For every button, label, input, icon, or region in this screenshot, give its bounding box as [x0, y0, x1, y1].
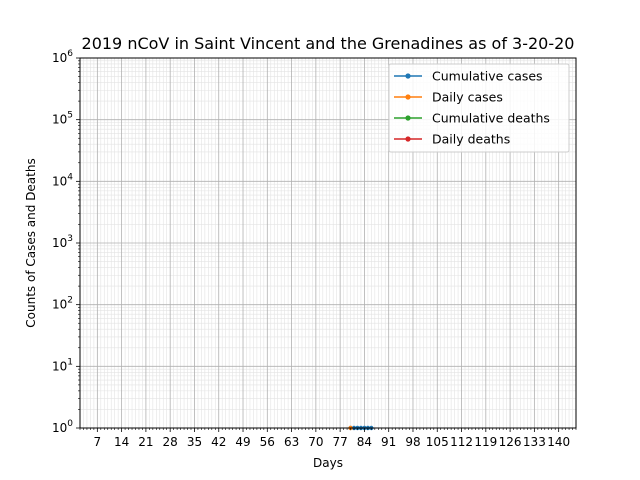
chart-title: 2019 nCoV in Saint Vincent and the Grena…	[82, 34, 575, 53]
x-tick-label: 126	[499, 435, 522, 449]
x-tick-label: 140	[547, 435, 570, 449]
x-tick-label: 49	[235, 435, 250, 449]
x-tick-label: 14	[114, 435, 129, 449]
x-tick-label: 70	[308, 435, 323, 449]
y-tick-label: 105	[52, 111, 73, 127]
legend-label: Daily cases	[432, 90, 503, 105]
y-tick-label: 100	[52, 419, 73, 435]
legend-label: Daily deaths	[432, 132, 510, 147]
x-tick-label: 84	[357, 435, 372, 449]
x-axis-label: Days	[313, 456, 343, 470]
x-tick-label: 112	[450, 435, 473, 449]
x-tick-label: 77	[332, 435, 347, 449]
legend-label: Cumulative deaths	[432, 111, 550, 126]
x-tick-label: 21	[138, 435, 153, 449]
x-tick-label: 42	[211, 435, 226, 449]
y-tick-label: 101	[52, 357, 73, 373]
y-tick-label: 106	[52, 49, 73, 65]
x-tick-label: 63	[284, 435, 299, 449]
legend-marker	[405, 73, 411, 79]
legend-marker	[405, 115, 411, 121]
legend-label: Cumulative cases	[432, 69, 543, 84]
y-axis-label: Counts of Cases and Deaths	[24, 158, 38, 327]
ticks: 7 14 21 28 35 42 49 56 63 70 77 84 91 98 105 112 119 126 1…	[52, 49, 577, 449]
legend-marker	[405, 94, 411, 100]
x-tick-label: 98	[405, 435, 420, 449]
y-tick-label: 104	[52, 172, 73, 188]
x-tick-label: 105	[426, 435, 449, 449]
x-tick-label: 119	[474, 435, 497, 449]
x-tick-label: 91	[381, 435, 396, 449]
x-tick-label: 7	[94, 435, 102, 449]
x-tick-label: 35	[187, 435, 202, 449]
y-tick-label: 102	[52, 296, 73, 312]
legend-box	[388, 63, 570, 153]
x-tick-label: 28	[163, 435, 178, 449]
x-tick-label: 56	[260, 435, 275, 449]
y-tick-label: 103	[52, 234, 73, 250]
x-tick-label: 133	[523, 435, 546, 449]
legend-marker	[405, 136, 411, 142]
legend: Cumulative cases Daily cases Cumulative de…	[388, 63, 570, 153]
